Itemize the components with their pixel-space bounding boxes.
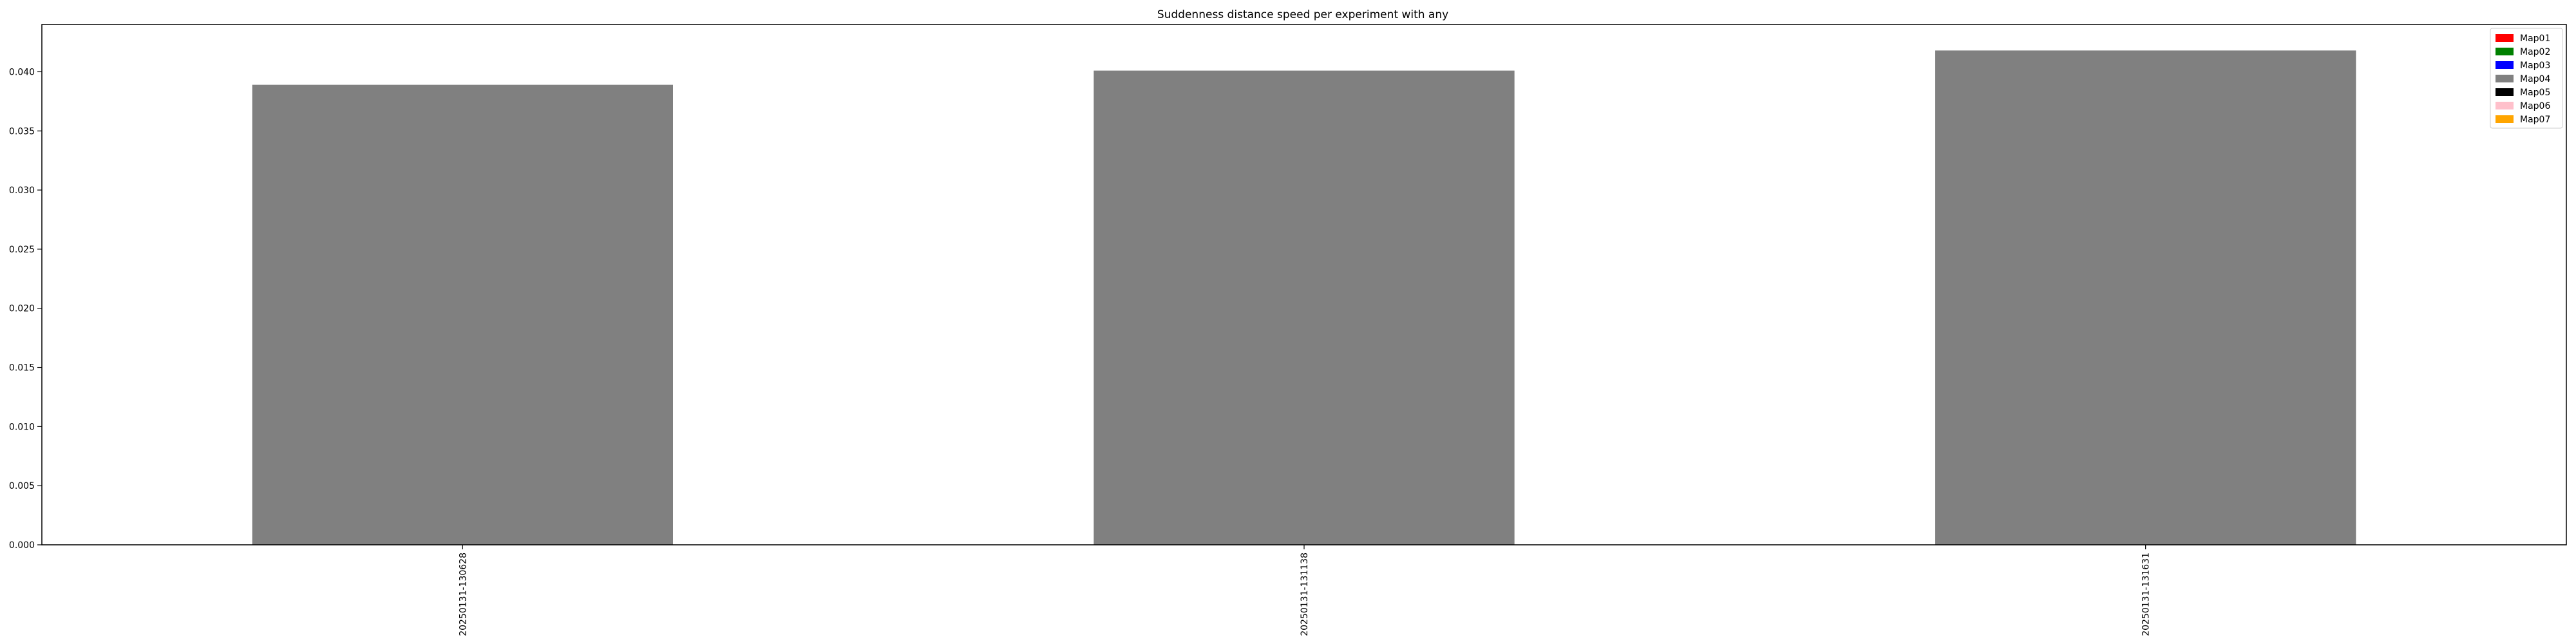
x-tick-label: 20250131-130628 [458,553,468,636]
legend-label: Map03 [2520,61,2550,71]
bar-20250131-130628 [252,84,674,545]
legend-swatch [2496,115,2514,123]
bars [252,50,2356,545]
y-tick-label: 0.015 [9,363,35,374]
y-tick-label: 0.030 [9,185,35,196]
legend-label: Map07 [2520,115,2550,125]
y-tick-label: 0.040 [9,67,35,77]
legend-swatch [2496,61,2514,69]
bar-20250131-131631 [1935,50,2356,545]
y-tick-label: 0.000 [9,540,35,551]
legend-swatch [2496,75,2514,82]
legend-swatch [2496,102,2514,109]
bar-20250131-131138 [1094,70,1515,545]
y-axis: 0.000 0.005 0.010 0.015 0.020 0.025 0.030 0.035… [9,67,42,551]
x-tick-label: 20250131-131631 [2141,553,2152,636]
legend-label: Map01 [2520,33,2550,44]
x-axis: 20250131-130628 20250131-131138 20250131-1… [458,545,2152,636]
legend: Map01 Map02 Map03 Map04 Map05 Map06 Map07 [2490,28,2563,129]
chart-title: Suddenness distance speed per experiment… [1157,8,1448,21]
y-tick-label: 0.025 [9,245,35,255]
y-tick-label: 0.005 [9,481,35,491]
y-tick-label: 0.020 [9,304,35,314]
legend-label: Map06 [2520,101,2550,111]
legend-label: Map02 [2520,47,2550,57]
legend-label: Map05 [2520,88,2550,98]
legend-swatch [2496,48,2514,55]
plot-frame [41,24,2567,545]
legend-swatch [2496,88,2514,96]
y-tick-label: 0.010 [9,422,35,432]
legend-label: Map04 [2520,74,2550,84]
y-tick-label: 0.035 [9,126,35,137]
legend-swatch [2496,34,2514,42]
x-tick-label: 20250131-131138 [1300,553,1310,636]
